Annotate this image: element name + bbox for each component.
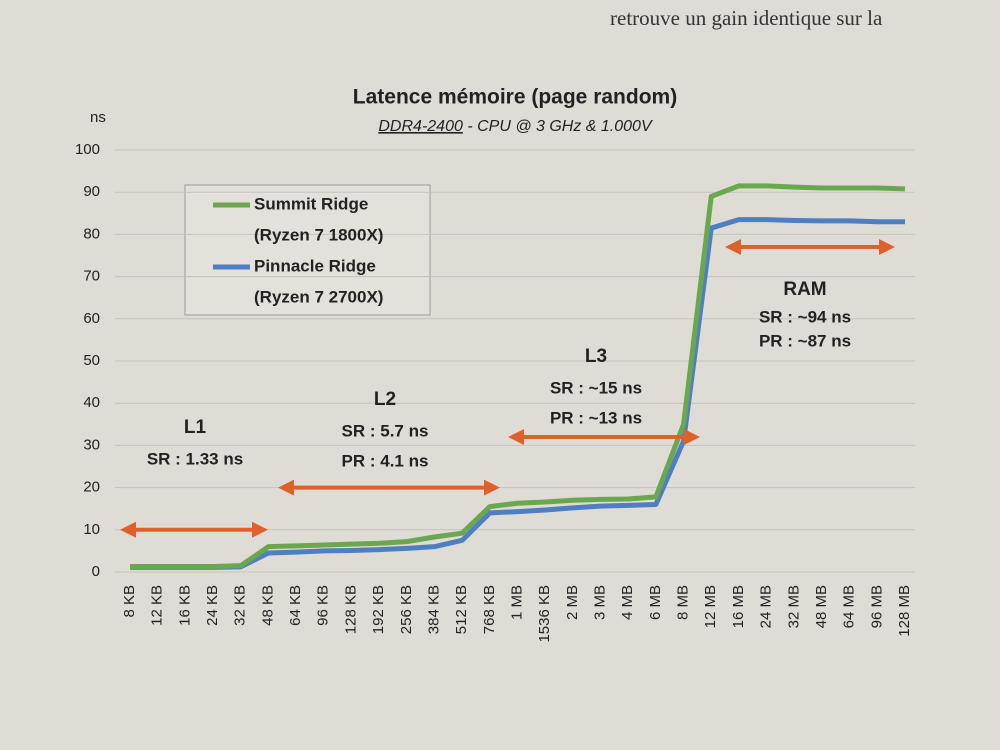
x-tick-label: 1 MB [508, 585, 525, 620]
y-tick-label: 20 [83, 479, 100, 496]
x-tick-label: 96 KB [315, 585, 332, 626]
x-tick-label: 64 MB [841, 585, 858, 628]
x-tick-label: 96 MB [868, 585, 885, 628]
y-tick-label: 70 [83, 268, 100, 285]
subtitle-part: DDR4-2400 [378, 118, 463, 135]
page-text: retrouve un gain identique sur la [610, 6, 883, 30]
arrow-head [278, 479, 294, 496]
annotation-label: RAM [783, 279, 826, 300]
x-tick-label: 64 KB [287, 585, 304, 626]
x-tick-label: 4 MB [619, 585, 636, 620]
x-tick-label: 128 KB [342, 585, 359, 634]
annotation-text: PR : ~13 ns [550, 408, 642, 427]
x-tick-label: 512 KB [453, 585, 470, 634]
legend-label: (Ryzen 7 1800X) [254, 225, 383, 244]
arrow-head [879, 239, 895, 256]
arrow-head [508, 428, 524, 445]
x-tick-label: 192 KB [370, 585, 387, 634]
chart-title: Latence mémoire (page random) [353, 86, 677, 109]
y-tick-label: 60 [83, 310, 100, 327]
subtitle-part: - CPU @ 3 GHz & 1.000V [467, 118, 653, 135]
legend-label: Pinnacle Ridge [254, 256, 376, 275]
legend-label: Summit Ridge [254, 194, 368, 213]
x-tick-label: 48 MB [813, 585, 830, 628]
annotation-text: SR : 5.7 ns [342, 421, 429, 440]
annotation-text: PR : ~87 ns [759, 331, 851, 350]
x-tick-label: 16 MB [730, 585, 747, 628]
x-tick-label: 768 KB [481, 585, 498, 634]
x-tick-label: 8 KB [121, 585, 138, 618]
arrow-head [484, 479, 500, 496]
annotation-text: SR : 1.33 ns [147, 449, 243, 468]
x-tick-label: 32 MB [785, 585, 802, 628]
y-tick-label: 90 [83, 183, 100, 200]
annotation-label: L3 [585, 346, 607, 367]
arrow-head [120, 521, 136, 538]
y-tick-label: 50 [83, 352, 100, 369]
y-tick-label: 80 [83, 225, 100, 242]
y-tick-label: 40 [83, 394, 100, 411]
x-tick-label: 16 KB [176, 585, 193, 626]
x-tick-label: 12 MB [702, 585, 719, 628]
annotation-label: L2 [374, 389, 396, 410]
x-tick-label: 24 MB [758, 585, 775, 628]
x-tick-label: 48 KB [259, 585, 276, 626]
annotation-text: SR : ~94 ns [759, 307, 851, 326]
y-tick-label: 100 [75, 141, 100, 158]
arrow-head [684, 428, 700, 445]
x-tick-label: 6 MB [647, 585, 664, 620]
x-tick-label: 384 KB [425, 585, 442, 634]
legend-label: (Ryzen 7 2700X) [254, 287, 383, 306]
x-tick-label: 128 MB [896, 585, 913, 637]
x-tick-label: 12 KB [149, 585, 166, 626]
annotation-text: SR : ~15 ns [550, 378, 642, 397]
arrow-head [725, 239, 741, 256]
x-tick-label: 256 KB [398, 585, 415, 634]
y-axis-label: ns [90, 109, 106, 126]
x-tick-label: 2 MB [564, 585, 581, 620]
x-tick-label: 32 KB [232, 585, 249, 626]
y-tick-label: 30 [83, 436, 100, 453]
annotation-text: PR : 4.1 ns [342, 451, 429, 470]
x-tick-label: 3 MB [592, 585, 609, 620]
x-tick-label: 8 MB [675, 585, 692, 620]
series-line [130, 183, 906, 570]
series-line [130, 217, 905, 570]
x-tick-label: 24 KB [204, 585, 221, 626]
chart-subtitle: DDR4-2400 - CPU @ 3 GHz & 1.000V [378, 118, 653, 135]
y-tick-label: 0 [92, 563, 100, 580]
y-tick-label: 10 [83, 521, 100, 538]
arrow-head [252, 521, 268, 538]
x-tick-label: 1536 KB [536, 585, 553, 643]
annotation-label: L1 [184, 417, 207, 438]
